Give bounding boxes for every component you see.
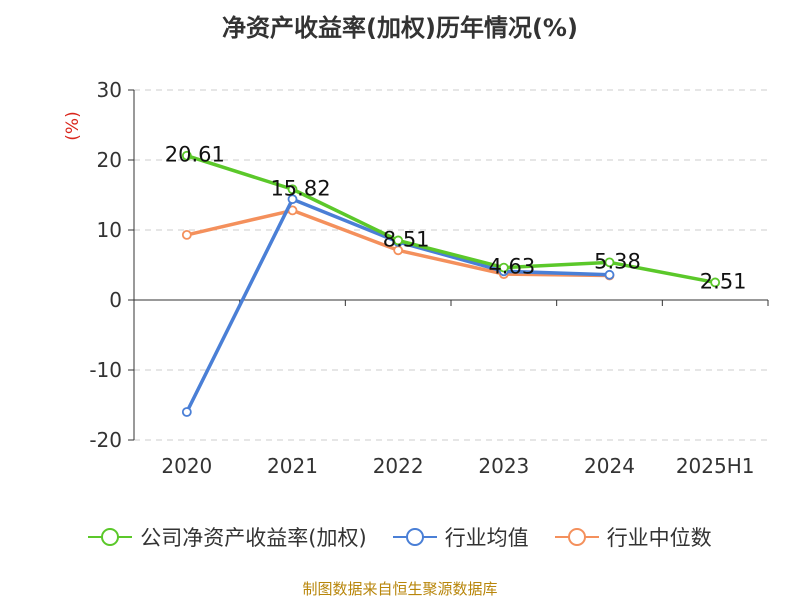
legend-line-marker-icon — [392, 528, 437, 546]
legend-item[interactable]: 公司净资产收益率(加权) — [88, 522, 367, 552]
data-label: 20.61 — [165, 143, 225, 167]
data-point — [287, 184, 298, 195]
x-tick-label: 2020 — [161, 454, 212, 478]
chart-title: 净资产收益率(加权)历年情况(%) — [222, 14, 578, 42]
data-point — [287, 194, 298, 205]
y-tick-label: 30 — [97, 78, 122, 102]
series-lines — [181, 150, 721, 417]
y-axis-label: (%) — [63, 111, 83, 140]
x-tick-label: 2025H1 — [676, 454, 755, 478]
series-line — [185, 153, 717, 285]
data-point — [604, 257, 615, 268]
legend-line-marker-icon — [554, 528, 599, 546]
x-tick-label: 2021 — [267, 454, 318, 478]
data-label: 2.51 — [700, 269, 747, 293]
legend-label: 行业均值 — [444, 526, 529, 550]
legend-item[interactable]: 行业均值 — [392, 522, 529, 552]
source-note: 制图数据来自恒生聚源数据库 — [302, 580, 498, 598]
data-point — [604, 269, 615, 280]
legend-label: 行业中位数 — [606, 526, 712, 550]
y-tick-label: 10 — [97, 218, 122, 242]
data-label: 5.38 — [594, 249, 641, 273]
legend-line-marker-icon — [88, 528, 133, 546]
data-point — [181, 150, 192, 161]
x-tick-label: 2022 — [373, 454, 424, 478]
data-labels: 20.61 15.82 8.51 4.63 5.38 2.51 — [165, 143, 747, 294]
axes: 30 20 10 0 -10 -20 2020 2021 2022 2023 2024 2025H1 (… — [63, 78, 769, 478]
data-label: 4.63 — [488, 255, 535, 279]
y-tick-label: 20 — [97, 148, 122, 172]
legend: 公司净资产收益率(加权) 行业均值 行业中位数 — [0, 522, 800, 552]
gridlines — [134, 89, 768, 441]
y-tick-label: -10 — [89, 358, 122, 382]
data-point — [393, 235, 404, 246]
y-tick-label: -20 — [89, 428, 122, 452]
data-point — [181, 229, 192, 240]
data-point — [181, 407, 192, 417]
legend-item[interactable]: 行业中位数 — [554, 522, 712, 552]
data-label: 15.82 — [270, 176, 330, 200]
data-point — [498, 262, 509, 273]
data-point — [710, 277, 721, 288]
legend-label: 公司净资产收益率(加权) — [140, 526, 367, 550]
y-tick-label: 0 — [109, 288, 122, 312]
x-tick-label: 2023 — [478, 454, 529, 478]
x-tick-label: 2024 — [584, 454, 635, 478]
data-label: 8.51 — [383, 227, 430, 251]
